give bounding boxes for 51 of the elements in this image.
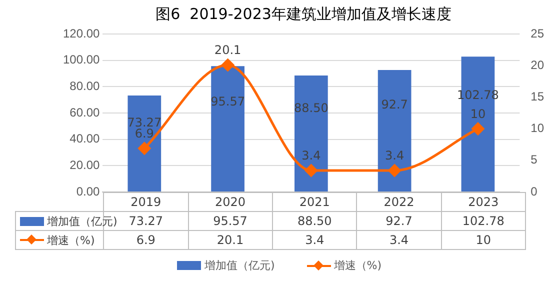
point — [138, 142, 151, 155]
data-label: 10 — [441, 230, 526, 250]
y2-tick-label: 5 — [530, 152, 538, 167]
data-label: 3.4 — [356, 230, 442, 250]
bar — [128, 96, 162, 192]
x-tick-label: 2023 — [441, 192, 526, 212]
y-tick-label: 60.00 — [70, 105, 100, 120]
y-tick-label: 0.00 — [76, 184, 100, 198]
y-tick-label: 120.00 — [63, 26, 100, 40]
bar — [294, 75, 328, 192]
text: 92.7 — [381, 97, 408, 112]
y-tick-label: 40.00 — [70, 132, 100, 146]
y2-tick-label: 20 — [530, 58, 544, 72]
text: 95.57 — [210, 94, 245, 109]
x-tick-label: 2019 — [104, 192, 188, 212]
text: 增加值（亿元) — [204, 259, 275, 272]
y-tick-label: 20.00 — [70, 158, 100, 172]
legend-label: 增加值（亿元) — [46, 214, 118, 230]
data-label: 3.4 — [272, 230, 357, 250]
text: 73.27 — [127, 115, 162, 130]
data-label: 6.9 — [104, 230, 188, 250]
text: 10 — [470, 106, 486, 121]
point — [304, 164, 318, 177]
y2-tick-label: 25 — [530, 26, 544, 40]
x-tick-label: 2022 — [356, 192, 442, 212]
data-label: 73.27 — [128, 214, 164, 228]
chart-title: 图6 2019-2023年建筑业增加值及增长速度 — [156, 4, 452, 23]
text: 20.1 — [214, 43, 242, 58]
text: 88.50 — [294, 101, 328, 116]
text: 3.4 — [302, 148, 321, 163]
y2-tick-label: 15 — [530, 90, 544, 104]
x-tick-label: 2020 — [188, 192, 272, 212]
y-tick-label: 100.00 — [63, 52, 100, 67]
text: 增速（%) — [334, 259, 382, 272]
bar — [378, 70, 412, 192]
data-label: 20.1 — [188, 230, 272, 250]
point — [388, 164, 401, 177]
x-tick-label: 2021 — [272, 192, 357, 212]
y-tick-label: 80.00 — [70, 78, 100, 93]
data-label: 95.57 — [188, 212, 272, 230]
legend-label: 增速（%) — [16, 230, 104, 250]
y2-tick-label: 10 — [530, 121, 544, 136]
text: 6.9 — [134, 126, 154, 141]
y2-tick-label: 0 — [530, 184, 538, 198]
data-label: 102.78 — [441, 212, 526, 230]
data-label: 88.50 — [272, 212, 357, 230]
data-label: 92.7 — [356, 212, 442, 230]
point — [472, 122, 484, 136]
text: 3.4 — [385, 148, 404, 163]
bar — [211, 66, 244, 192]
point — [222, 58, 234, 72]
